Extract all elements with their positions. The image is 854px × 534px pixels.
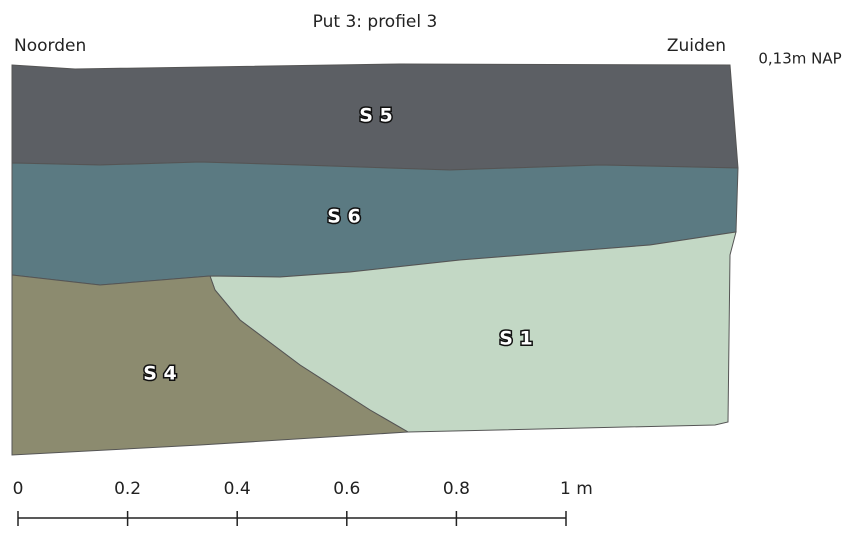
title: Put 3: profiel 3 <box>313 12 438 32</box>
scale-label: 0.2 <box>114 479 141 499</box>
level-label: 0,13m NAP <box>758 50 841 68</box>
scale-label: 0.4 <box>224 479 251 499</box>
scale-label: 1 m <box>560 479 593 499</box>
north-label: Noorden <box>14 36 86 56</box>
layer-label: S 1 <box>499 328 533 350</box>
layer-label: S 6 <box>327 206 361 228</box>
layer <box>11 274 410 456</box>
layer-label: S 5 <box>359 105 393 127</box>
scale-label: 0 <box>13 479 24 499</box>
scale-label: 0.8 <box>443 479 470 499</box>
scale-label: 0.6 <box>333 479 360 499</box>
layer-label: S 4 <box>143 363 177 385</box>
south-label: Zuiden <box>667 36 726 56</box>
